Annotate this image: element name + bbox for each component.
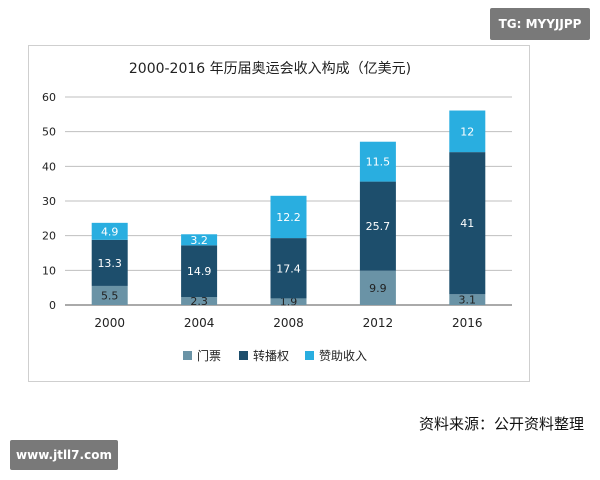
legend-swatch — [183, 351, 192, 360]
bar-sponsor — [270, 195, 307, 239]
data-label: 13.3 — [97, 257, 122, 270]
y-tick-label: 30 — [42, 195, 56, 208]
bar-sponsor — [91, 222, 128, 240]
x-tick-label: 2008 — [273, 316, 304, 330]
y-tick-label: 10 — [42, 264, 56, 277]
y-tick-label: 20 — [42, 230, 56, 243]
bar-sponsor — [359, 141, 396, 182]
x-tick-label: 2004 — [184, 316, 215, 330]
data-label: 11.5 — [366, 156, 391, 169]
data-label: 2.3 — [190, 295, 208, 308]
data-label: 3.1 — [459, 294, 477, 307]
x-tick-label: 2016 — [452, 316, 483, 330]
y-tick-label: 60 — [42, 91, 56, 104]
data-label: 4.9 — [101, 225, 119, 238]
chart-title: 2000-2016 年历届奥运会收入构成（亿美元) — [128, 61, 412, 77]
source-note: 资料来源：公开资料整理 — [418, 415, 584, 433]
data-label: 25.7 — [366, 220, 391, 233]
watermark-top: TG: MYYJJPP — [490, 8, 590, 40]
x-tick-label: 2000 — [94, 316, 125, 330]
bar-sponsor — [449, 110, 486, 153]
data-label: 14.9 — [187, 265, 212, 278]
data-label: 1.9 — [280, 296, 298, 309]
y-tick-label: 40 — [42, 160, 56, 173]
data-label: 12.2 — [276, 211, 301, 224]
data-label: 5.5 — [101, 289, 119, 302]
data-label: 3.2 — [190, 234, 208, 247]
data-label: 12 — [460, 125, 474, 138]
legend-label: 门票 — [197, 348, 221, 363]
bar-broadcast — [449, 152, 486, 295]
bar-ticket — [91, 285, 128, 305]
bar-ticket — [359, 270, 396, 305]
data-label: 17.4 — [276, 262, 301, 275]
legend-label: 赞助收入 — [319, 349, 367, 363]
bar-ticket — [270, 298, 307, 305]
bar-broadcast — [181, 245, 218, 298]
bar-ticket — [181, 297, 218, 305]
bar-broadcast — [359, 181, 396, 271]
data-label: 9.9 — [369, 282, 387, 295]
bar-broadcast — [91, 239, 128, 286]
watermark-bottom: www.jtll7.com — [10, 440, 118, 470]
legend-label: 转播权 — [253, 348, 289, 363]
bar-broadcast — [270, 238, 307, 299]
legend-swatch — [239, 351, 248, 360]
bar-ticket — [449, 294, 486, 305]
x-tick-label: 2012 — [363, 316, 394, 330]
legend-swatch — [305, 351, 314, 360]
data-label: 41 — [460, 217, 474, 230]
bar-sponsor — [181, 234, 218, 246]
y-tick-label: 50 — [42, 126, 56, 139]
y-tick-label: 0 — [49, 299, 56, 312]
